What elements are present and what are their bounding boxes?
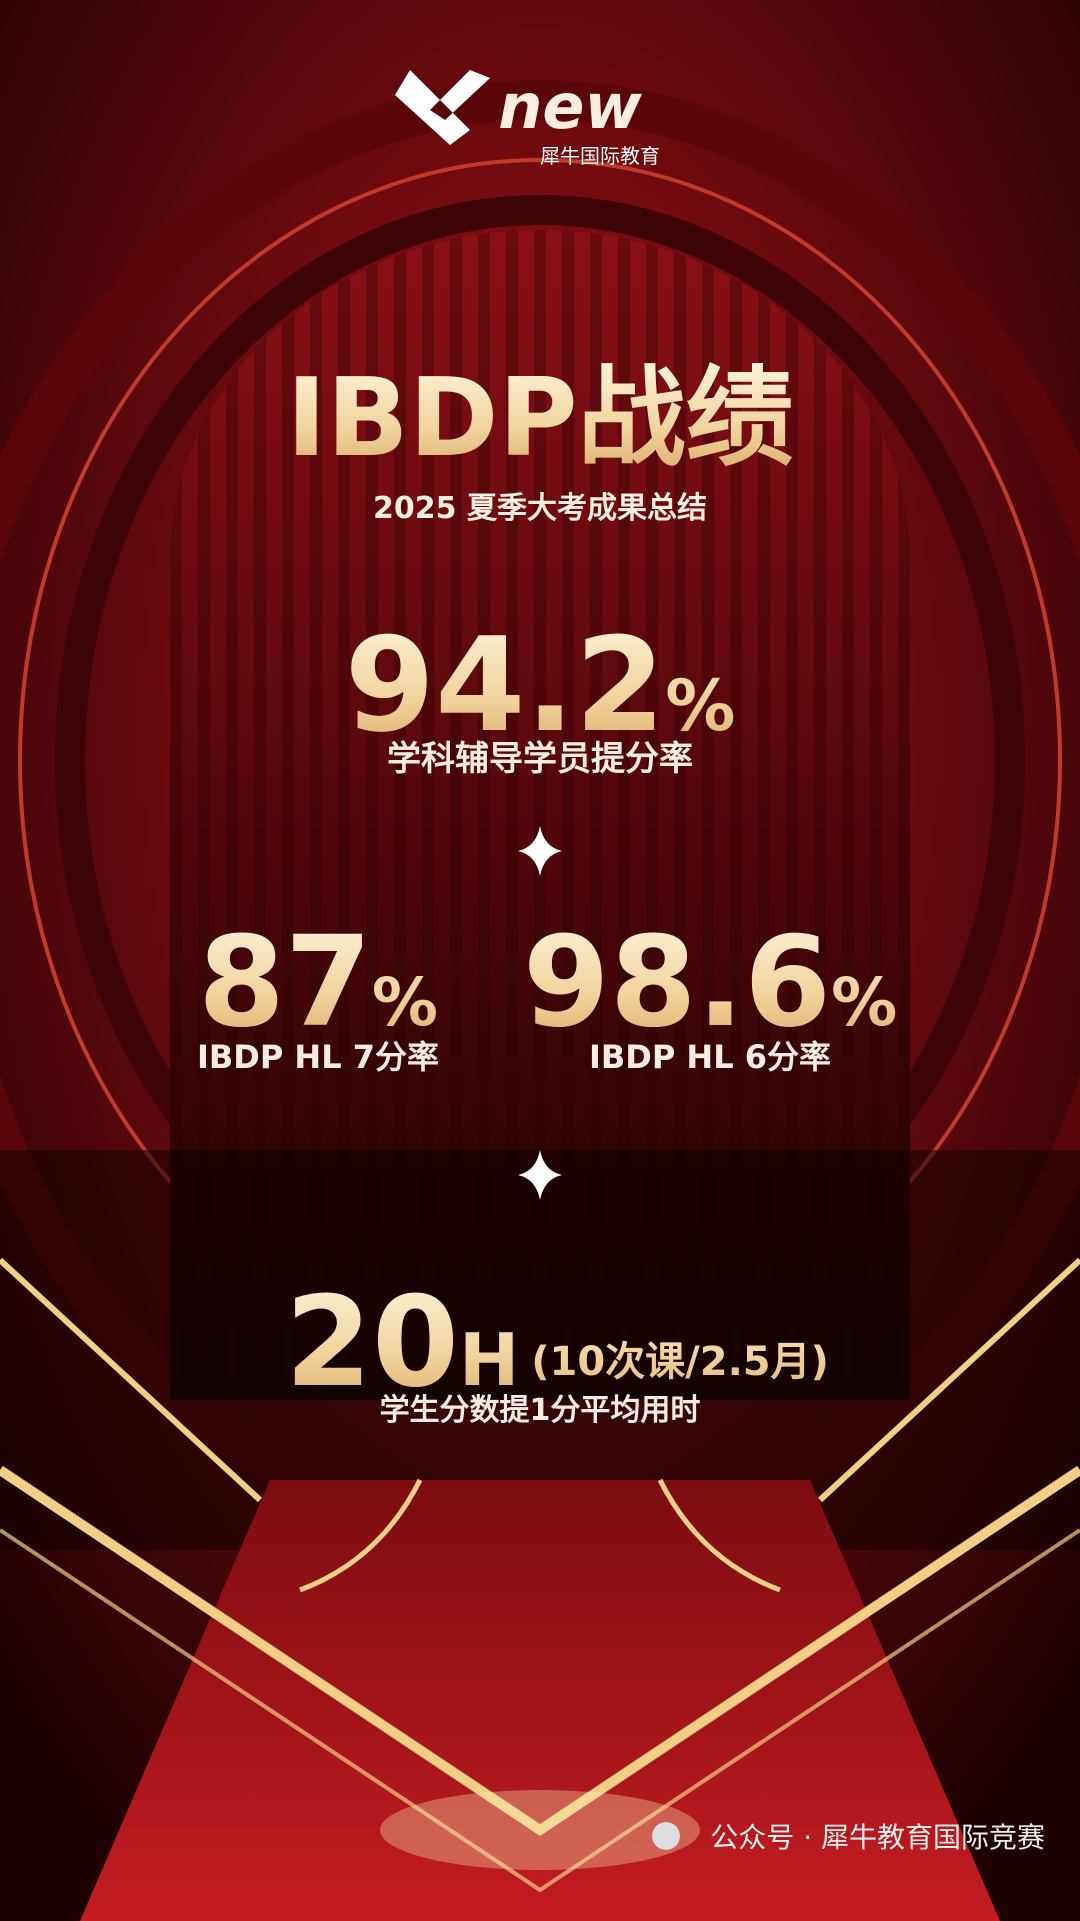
curtain-fold — [506, 230, 518, 1400]
curtain-fold — [170, 230, 182, 1400]
stat-value: 94.2 — [345, 609, 666, 761]
gold-lines — [0, 1257, 1080, 1893]
stat-value: 87 — [198, 910, 372, 1055]
gold-side — [0, 1257, 1080, 1503]
title: IBDP战绩 — [286, 356, 793, 481]
gold-carpet-edge — [299, 1478, 781, 1593]
curtain-fold — [450, 230, 462, 1400]
curtain-fold — [562, 230, 574, 1400]
curtain-fold — [394, 230, 406, 1400]
curtain-fold — [898, 230, 910, 1400]
stat-label: IBDP HL 6分率 — [589, 1038, 831, 1076]
curtain-fold — [870, 230, 882, 1400]
curtain-fold — [310, 230, 322, 1400]
curtain — [170, 230, 910, 1400]
curtain-fold — [730, 230, 742, 1400]
curtain-fold — [198, 230, 210, 1400]
curtain-fold — [590, 230, 602, 1400]
curtain-fold — [422, 230, 434, 1400]
sparkles — [518, 826, 562, 1200]
stat-value: 20 — [285, 1270, 459, 1415]
stat-unit: % — [372, 964, 438, 1041]
curtain-fold — [478, 230, 490, 1400]
sparkle — [518, 826, 562, 876]
wechat-icon — [652, 1822, 680, 1850]
glow — [380, 1790, 700, 1870]
subtitle: 2025 夏季大考成果总结 — [373, 491, 707, 526]
curtain-fold — [282, 230, 294, 1400]
curtain-fold — [254, 230, 266, 1400]
curtain-fold — [618, 230, 630, 1400]
stat-hl7: 87% — [198, 910, 438, 1055]
gold-v — [0, 1465, 1080, 1837]
stat-unit: % — [665, 665, 735, 747]
curtain-fold — [366, 230, 378, 1400]
curtain-fold — [814, 230, 826, 1400]
curtain-fold — [786, 230, 798, 1400]
logo-brand: new — [498, 70, 642, 143]
curtain-fold — [338, 230, 350, 1400]
stat-unit: H — [459, 1318, 519, 1402]
curtain-fold — [702, 230, 714, 1400]
logo-subtitle: 犀牛国际教育 — [540, 144, 660, 168]
curtain-fold — [842, 230, 854, 1400]
stat-label: IBDP HL 7分率 — [197, 1038, 439, 1076]
carpet — [80, 1480, 1000, 1921]
stat-value: 98.6 — [523, 910, 831, 1055]
curtain-fold — [646, 230, 658, 1400]
curtain-fold — [534, 230, 546, 1400]
stat-label: 学生分数提1分平均用时 — [380, 1393, 701, 1428]
curtain-fold — [226, 230, 238, 1400]
curtain-fold — [674, 230, 686, 1400]
sparkle — [518, 1150, 562, 1200]
gold-v2 — [0, 1528, 1080, 1893]
stat-label: 学科辅导学员提分率 — [387, 739, 693, 779]
stat-hl6: 98.6% — [523, 910, 898, 1055]
stat-hours: 20H (10次课/2.5月) — [285, 1270, 829, 1415]
stat-main: 94.2% — [345, 609, 736, 761]
stat-unit: % — [831, 964, 897, 1041]
footer-source: 公众号 · 犀牛教育国际竞赛 — [710, 1821, 1045, 1854]
stat-note: (10次课/2.5月) — [531, 1339, 829, 1385]
curtain-fold — [758, 230, 770, 1400]
logo-mark — [395, 70, 490, 145]
